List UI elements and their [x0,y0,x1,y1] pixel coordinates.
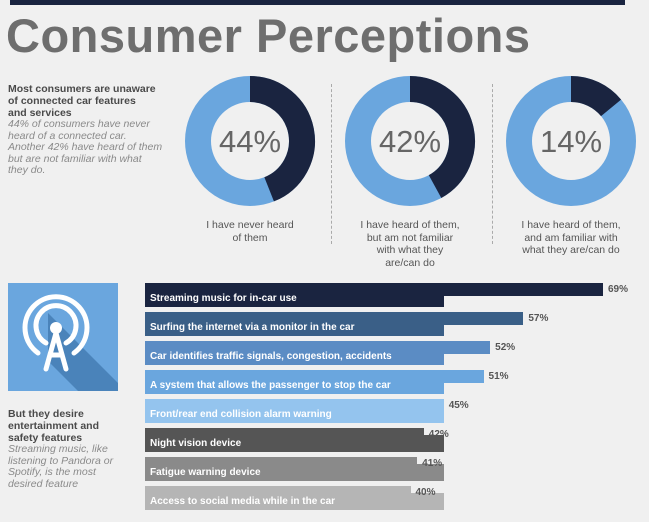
donut-value-label: 14% [540,124,602,159]
bar-value-label: 41% [422,458,443,469]
bar-value-label: 42% [428,429,449,440]
bar-category-label: Car identifies traffic signals, congesti… [145,348,444,365]
donut-category-label: I have heard of them, but am not familiar… [360,219,460,269]
intro-text: Most consumers are unaware of connected … [8,83,180,177]
bar-value-label: 52% [495,342,516,353]
bar-category-label: Access to social media while in the car [145,493,444,510]
divider-2 [492,84,493,244]
intro-body: 44% of consumers have never heard of a c… [8,118,163,176]
donut-value-label: 44% [219,124,281,159]
bar-value-label: 57% [528,313,549,324]
lower-text: But they desire entertainment and safety… [8,408,143,490]
top-bar [10,0,625,5]
donut-1: 44% [185,76,315,206]
donut-svg: 44% 42% 14% [185,76,636,206]
lower-heading: But they desire entertainment and safety… [8,408,100,444]
bar-value-label: 69% [608,284,629,295]
bar-value-label: 45% [448,400,469,411]
antenna-broadcast-icon [8,283,118,391]
divider-1 [331,84,332,244]
donut-2: 42% [345,76,475,206]
donut-category-label: I have never heard of them [206,219,294,244]
donut-slice [249,76,315,202]
bar-category-label: A system that allows the passenger to st… [145,377,444,394]
bar-value-label: 40% [415,487,436,498]
donut-3: 14% [506,76,636,206]
bar-category-label: Fatigue warning device [145,464,444,481]
donut-value-label: 42% [379,124,441,159]
bar-category-label: Front/rear end collision alarm warning [145,406,444,423]
bar-category-label: Night vision device [145,435,444,452]
bar-value-label: 51% [488,371,509,382]
intro-heading: Most consumers are unaware of connected … [8,83,156,119]
bar-category-label: Streaming music for in-car use [145,290,444,307]
donut-charts: 44% 42% 14% I have never heard of them I hav… [185,76,636,269]
page-title: Consumer Perceptions [6,9,531,62]
donut-category-label: I have heard of them, and am familiar wit… [521,219,621,256]
donut-slice [570,76,622,117]
donut-slice [409,76,475,198]
bar-category-label: Surfing the internet via a monitor in th… [145,319,444,336]
lower-body: Streaming music, like listening to Pando… [8,443,114,490]
